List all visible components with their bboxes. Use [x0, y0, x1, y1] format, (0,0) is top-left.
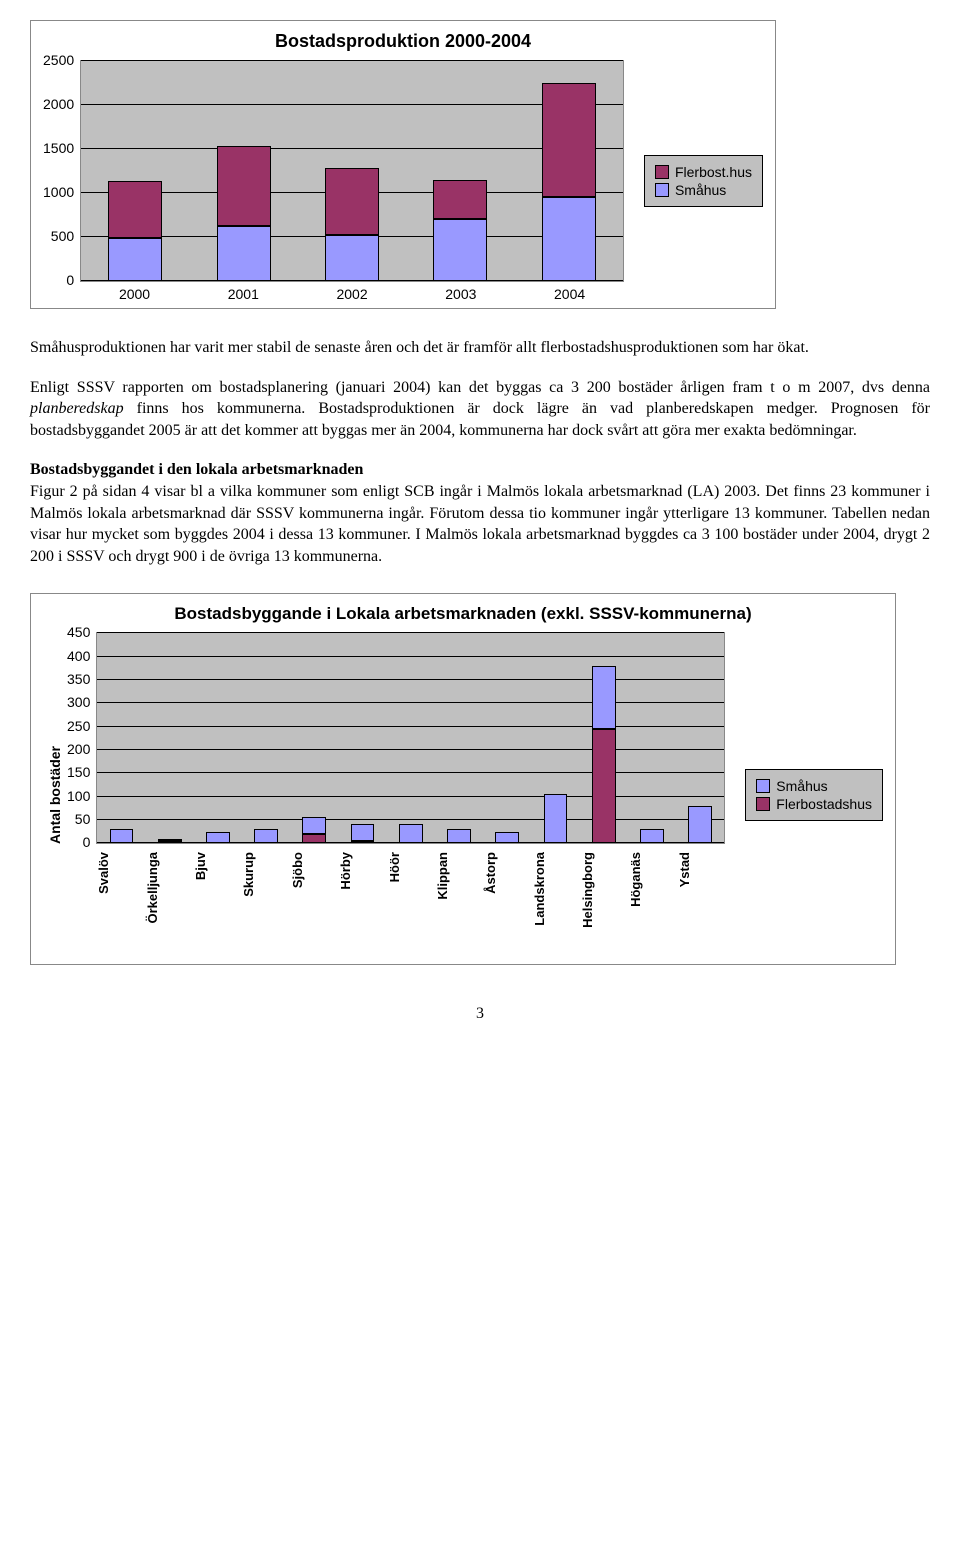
- chart-lokala-arbetsmarknaden: Bostadsbyggande i Lokala arbetsmarknaden…: [30, 593, 896, 965]
- legend-label: Småhus: [675, 182, 726, 198]
- chart1-legend: Flerbost.hus Småhus: [644, 155, 763, 207]
- legend-swatch-flerbost: [655, 165, 669, 179]
- page-number: 3: [30, 1005, 930, 1023]
- chart1-x-labels: 20002001200220032004: [80, 286, 624, 302]
- chart2-plot: [96, 632, 725, 844]
- chart1-title: Bostadsproduktion 2000-2004: [43, 31, 763, 52]
- section-subhead: Bostadsbyggandet i den lokala arbetsmark…: [30, 461, 363, 478]
- chart2-y-axis: 450400350300250200150100500: [67, 632, 96, 842]
- paragraph-2: Enligt SSSV rapporten om bostadsplanerin…: [30, 377, 930, 442]
- chart2-x-labels: SvalövÖrkelljungaBjuvSkurupSjöboHörbyHöö…: [96, 848, 725, 958]
- legend-label: Småhus: [776, 778, 827, 794]
- chart1-plot: [80, 60, 624, 282]
- paragraph-1: Småhusproduktionen har varit mer stabil …: [30, 337, 930, 359]
- legend-item-flerbost: Flerbost.hus: [655, 164, 752, 180]
- legend-swatch-flerbost: [756, 797, 770, 811]
- chart2-title: Bostadsbyggande i Lokala arbetsmarknaden…: [43, 604, 883, 624]
- legend-label: Flerbostadshus: [776, 796, 872, 812]
- chart2-y-label: Antal bostäder: [43, 632, 67, 958]
- legend-item-flerbost: Flerbostadshus: [756, 796, 872, 812]
- chart1-y-axis: 25002000150010005000: [43, 60, 80, 280]
- legend-swatch-smahus: [756, 779, 770, 793]
- chart2-legend: Småhus Flerbostadshus: [745, 769, 883, 821]
- legend-item-smahus: Småhus: [655, 182, 752, 198]
- legend-swatch-smahus: [655, 183, 669, 197]
- body-text: Småhusproduktionen har varit mer stabil …: [30, 337, 930, 567]
- legend-item-smahus: Småhus: [756, 778, 872, 794]
- paragraph-3: Bostadsbyggandet i den lokala arbetsmark…: [30, 459, 930, 567]
- legend-label: Flerbost.hus: [675, 164, 752, 180]
- chart-bostadsproduktion: Bostadsproduktion 2000-2004 250020001500…: [30, 20, 776, 309]
